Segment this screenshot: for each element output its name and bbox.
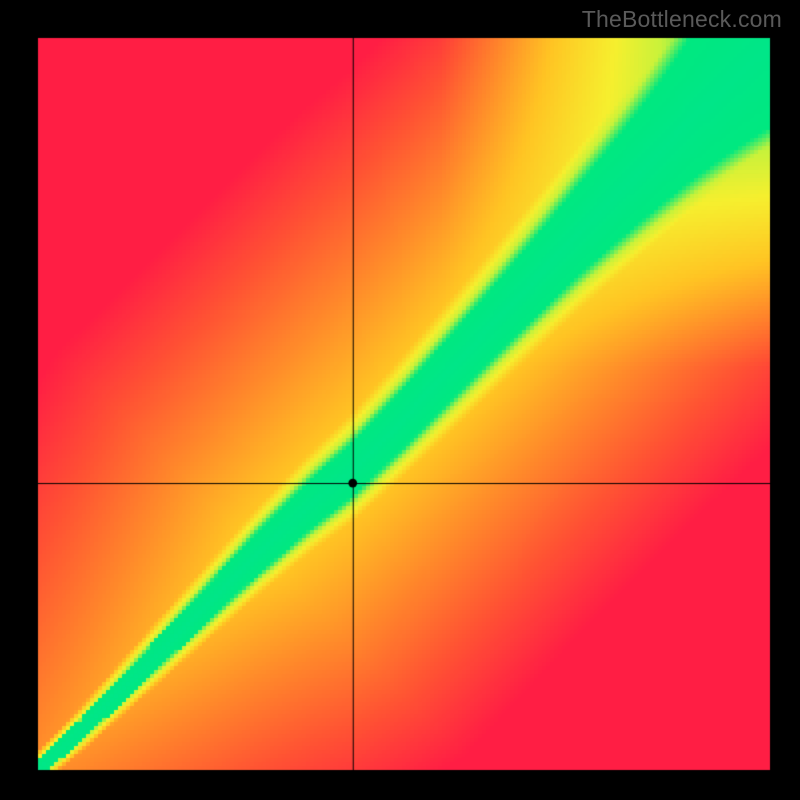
chart-container: TheBottleneck.com	[0, 0, 800, 800]
watermark-text: TheBottleneck.com	[582, 6, 782, 33]
bottleneck-heatmap	[0, 0, 800, 800]
